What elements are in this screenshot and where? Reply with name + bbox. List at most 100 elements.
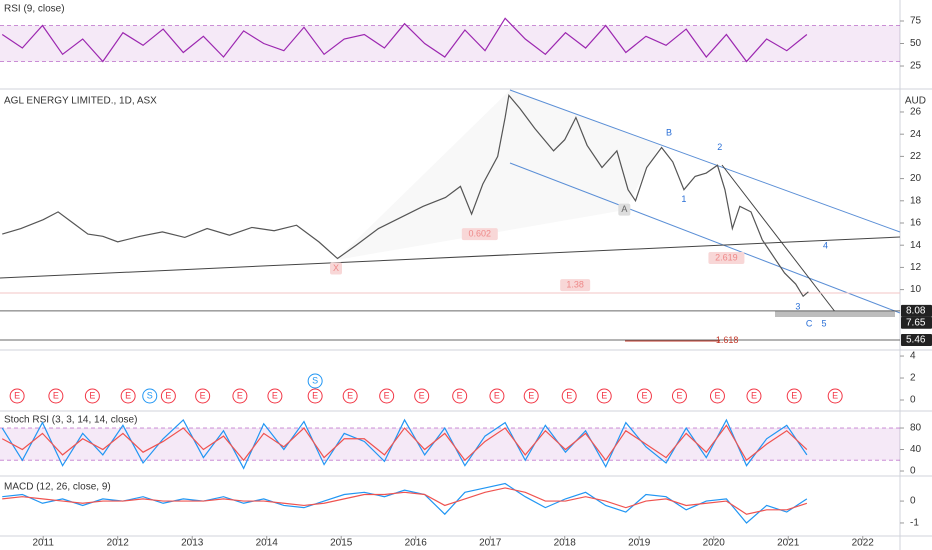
series-line [2, 487, 808, 515]
x-tick-label: 2020 [703, 538, 726, 549]
channel-line [509, 162, 901, 314]
x-tick-label: 2014 [256, 538, 279, 549]
event-label: E [384, 390, 390, 400]
event-label: E [751, 390, 757, 400]
event-marker [827, 388, 843, 404]
event: E [160, 388, 176, 404]
event-marker [342, 388, 358, 404]
event: E [709, 388, 725, 404]
y-tick-label: 4 [910, 351, 916, 362]
event: E [307, 388, 323, 404]
event-marker [709, 388, 725, 404]
annotation-box [330, 262, 343, 275]
price-tag-label: 8.08 [906, 306, 926, 317]
event: E [489, 388, 505, 404]
annotation-label: 3 [795, 302, 800, 312]
event-marker [489, 388, 505, 404]
y-tick-label: 75 [910, 16, 922, 27]
event: E [561, 388, 577, 404]
annotation: 0.602 [461, 228, 498, 241]
event-marker [142, 388, 158, 404]
annotation: 3 [795, 302, 800, 312]
event-marker [9, 388, 25, 404]
x-tick-label: 2021 [777, 538, 800, 549]
event-label: E [165, 390, 171, 400]
event-marker [160, 388, 176, 404]
y-tick-label: 25 [910, 61, 922, 72]
price-tag [901, 316, 932, 329]
annotation: 2 [717, 142, 722, 152]
annotation-label: 1.38 [566, 280, 584, 290]
event-marker [195, 388, 211, 404]
event-label: E [641, 390, 647, 400]
event: E [232, 388, 248, 404]
event: E [9, 388, 25, 404]
event: E [48, 388, 64, 404]
x-tick-label: 2016 [405, 538, 428, 549]
series-line [1, 418, 808, 470]
price-tag [901, 304, 932, 317]
x-tick-label: 2011 [32, 538, 54, 549]
stoch-title: Stoch RSI (3, 3, 14, 14, close) [4, 415, 137, 426]
event-marker [379, 388, 395, 404]
event-label: E [312, 390, 318, 400]
annotation: 5 [821, 318, 826, 328]
event-label: S [147, 390, 153, 400]
annotation: 1.38 [560, 279, 591, 292]
event-marker [267, 388, 283, 404]
annotation-label: 1 [681, 194, 686, 204]
event: E [414, 388, 430, 404]
annotation-label: 4 [823, 241, 828, 251]
event-marker [48, 388, 64, 404]
event: E [523, 388, 539, 404]
macd-title: MACD (12, 26, close, 9) [4, 482, 111, 493]
event-marker [84, 388, 100, 404]
y-tick-label: 40 [910, 444, 922, 455]
event: E [84, 388, 100, 404]
y-tick-label: 0 [910, 496, 916, 507]
event: E [746, 388, 762, 404]
event-label: E [676, 390, 682, 400]
y-tick-label: 0 [910, 395, 916, 406]
x-tick-label: 2019 [628, 538, 651, 549]
annotation-label: X [333, 263, 339, 273]
event-label: E [601, 390, 607, 400]
event: S [142, 388, 158, 404]
event-marker [452, 388, 468, 404]
annotation: 1.618 [716, 335, 739, 345]
annotation-label: B [666, 127, 672, 137]
x-tick-label: 2018 [554, 538, 577, 549]
annotation: X [330, 262, 343, 275]
event-label: E [89, 390, 95, 400]
annotation: 4 [823, 241, 828, 251]
event-label: E [714, 390, 720, 400]
zone [775, 311, 895, 317]
event: E [827, 388, 843, 404]
y-tick-label: 0 [910, 466, 916, 477]
y-tick-label: 2 [910, 373, 916, 384]
price-tag [901, 334, 932, 347]
event-marker [636, 388, 652, 404]
event: E [120, 388, 136, 404]
series-line [1, 424, 808, 462]
event-marker [671, 388, 687, 404]
event-marker [596, 388, 612, 404]
price-tag-label: 5.46 [906, 335, 926, 346]
event-marker [523, 388, 539, 404]
y-tick-label: 14 [910, 240, 922, 251]
currency: AUD [905, 96, 926, 107]
annotation-box [560, 279, 591, 292]
rsi-title: RSI (9, close) [4, 4, 65, 15]
annotation-label: C [806, 318, 813, 328]
x-tick-label: 2017 [479, 538, 502, 549]
event: E [379, 388, 395, 404]
event-label: E [832, 390, 838, 400]
event-marker [746, 388, 762, 404]
event-label: E [528, 390, 534, 400]
event: E [596, 388, 612, 404]
annotation-box [708, 251, 745, 264]
x-tick-label: 2013 [181, 538, 204, 549]
x-tick-label: 2022 [852, 538, 875, 549]
y-tick-label: 80 [910, 423, 922, 434]
event-label: E [237, 390, 243, 400]
